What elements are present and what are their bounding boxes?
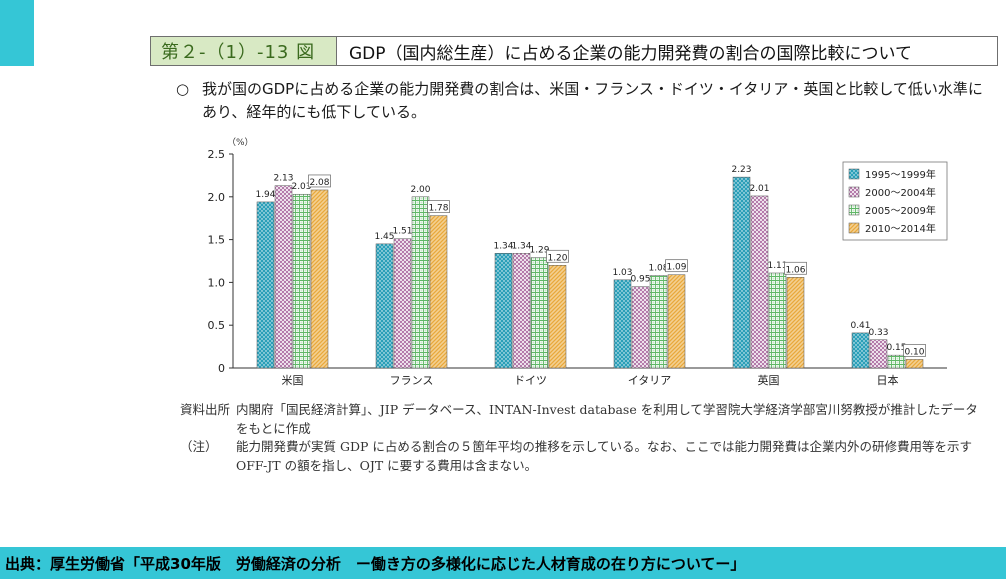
summary-bullet: ○ [176, 80, 190, 98]
footer-source: 出典：厚生労働省「平成30年版 労働経済の分析 ー働き方の多様化に応じた人材育成… [0, 547, 1006, 579]
source-label: 資料出所 [180, 402, 231, 417]
data-label: 1.78 [428, 204, 448, 214]
bar-chart: （%） 0 0.5 1.0 1.5 2.0 2.5 1.94 2.132.032.08 米国 1.4… [208, 137, 948, 387]
category-label: 米国 [282, 374, 304, 387]
figure-number: 第２-（1）-13 図 [151, 37, 337, 65]
data-label: 1.20 [547, 253, 567, 263]
summary-text: 我が国のGDPに占める企業の能力開発費の割合は、米国・フランス・ドイツ・イタリア… [202, 80, 983, 121]
legend-swatch [848, 222, 860, 234]
data-label-box [427, 200, 450, 213]
data-label-box [903, 344, 926, 357]
data-label: 2.01 [749, 184, 769, 194]
y-tick-label: 0 [218, 362, 225, 375]
data-label: 1.51 [392, 227, 412, 237]
category-label: イタリア [628, 374, 672, 387]
notes: 資料出所 内閣府「国民経済計算」、JIP データベース、INTAN-Invest… [180, 401, 980, 475]
legend-swatch [848, 168, 860, 180]
bar [649, 275, 668, 369]
data-label: 2.08 [309, 178, 329, 188]
data-label-box [784, 261, 807, 275]
data-label: 2.00 [410, 185, 430, 195]
bar [786, 277, 805, 369]
data-label: 0.95 [630, 275, 650, 285]
category-label: ドイツ [514, 374, 547, 387]
data-label: 1.34 [493, 241, 513, 251]
data-label-box [665, 259, 688, 273]
bar [393, 238, 412, 369]
figure-title: GDP（国内総生産）に占める企業の能力開発費の割合の国際比較について [349, 43, 913, 64]
figure-header: 第２-（1）-13 図 GDP（国内総生産）に占める企業の能力開発費の割合の国際… [150, 36, 998, 66]
data-label: 1.08 [648, 264, 668, 274]
legend-label: 2005～2009年 [865, 204, 936, 217]
bar [851, 332, 870, 369]
bar [530, 257, 549, 369]
bar [375, 243, 394, 369]
note-text: 能力開発費が実質 GDP に占める割合の５箇年平均の推移を示している。なお、ここ… [236, 439, 972, 473]
note-label: （注） [180, 439, 218, 454]
data-label: 0.41 [850, 321, 870, 331]
bar [411, 196, 430, 369]
data-label: 1.06 [785, 265, 805, 275]
legend-swatch [848, 204, 860, 216]
y-unit-label: （%） [227, 137, 254, 148]
bar [905, 359, 924, 369]
accent-bar [0, 0, 34, 66]
data-label: 2.23 [731, 165, 751, 175]
source-text: 内閣府「国民経済計算」、JIP データベース、INTAN-Invest data… [236, 402, 978, 436]
data-label: 0.10 [904, 347, 924, 357]
y-tick-label: 1.5 [208, 234, 226, 247]
data-label: 0.33 [868, 328, 888, 338]
legend-label: 1995～1999年 [865, 168, 936, 181]
category-label: 日本 [877, 373, 899, 387]
summary: ○ 我が国のGDPに占める企業の能力開発費の割合は、米国・フランス・ドイツ・イタ… [176, 78, 996, 124]
data-label: 2.13 [273, 174, 293, 184]
data-label: 2.03 [291, 182, 311, 192]
data-label: 1.11 [767, 261, 787, 271]
bar [869, 339, 888, 369]
data-label: 1.34 [511, 241, 531, 251]
bar [256, 201, 275, 369]
y-tick-label: 2.0 [208, 191, 226, 204]
bar [887, 354, 906, 369]
y-tick-label: 1.0 [208, 276, 226, 289]
bar [613, 279, 632, 369]
note-row: （注） 能力開発費が実質 GDP に占める割合の５箇年平均の推移を示している。な… [180, 438, 980, 475]
data-label: 1.29 [529, 246, 549, 256]
bar [429, 215, 448, 369]
bar [310, 189, 329, 369]
legend-label: 2000～2004年 [865, 186, 936, 199]
bar [292, 193, 311, 369]
legend-label: 2010～2014年 [865, 222, 936, 235]
data-label: 1.45 [374, 232, 394, 242]
y-tick-label: 0.5 [208, 319, 226, 332]
data-label: 1.94 [255, 190, 275, 200]
category-label: 英国 [758, 373, 780, 387]
data-label: 0.15 [886, 343, 906, 353]
legend-swatch [848, 186, 860, 198]
bar [768, 272, 787, 369]
data-label-box [546, 249, 569, 263]
bar [512, 253, 531, 369]
data-label: 1.03 [612, 268, 632, 278]
category-label: フランス [390, 374, 434, 387]
data-label-box [308, 174, 331, 188]
bar [631, 286, 650, 369]
bar [750, 195, 769, 369]
bar [732, 176, 751, 369]
bar [274, 185, 293, 369]
source-row: 資料出所 内閣府「国民経済計算」、JIP データベース、INTAN-Invest… [180, 401, 980, 438]
bar [494, 253, 513, 369]
y-tick-label: 2.5 [208, 148, 226, 161]
data-label: 1.09 [666, 263, 686, 273]
legend [842, 161, 948, 241]
bar [667, 274, 686, 369]
bar [548, 265, 567, 369]
